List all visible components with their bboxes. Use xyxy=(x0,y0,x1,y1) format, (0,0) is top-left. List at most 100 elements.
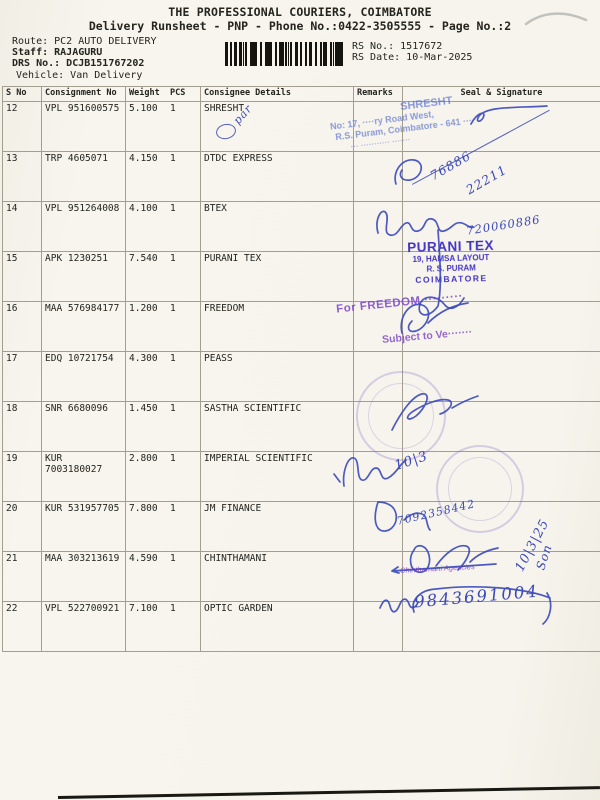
cell-seal-signature xyxy=(402,301,600,352)
cell-weight: 4.300 xyxy=(129,353,158,364)
cell-pcs: 1 xyxy=(170,603,176,614)
runsheet-body: 12 VPL 951600575 5.100 1 SHRESHT 13 TRP 4… xyxy=(2,101,600,652)
table-row: 16 MAA 576984177 1.200 1 FREEDOM xyxy=(2,301,600,352)
cell-consignee: BTEX xyxy=(200,201,354,252)
cell-weight-pcs: 4.590 1 xyxy=(125,551,201,602)
cell-consignment: VPL 951264008 xyxy=(41,201,126,252)
cell-seal-signature xyxy=(402,551,600,602)
cell-remarks xyxy=(353,251,403,302)
cell-consignee: FREEDOM xyxy=(200,301,354,352)
cell-weight: 4.100 xyxy=(129,203,158,214)
cell-consignee: CHINTHAMANI xyxy=(200,551,354,602)
company-title: THE PROFESSIONAL COURIERS, COIMBATORE xyxy=(168,5,432,19)
rs-date-line: RS Date: 10-Mar-2025 xyxy=(352,52,473,63)
drs-no-line: DRS No.: DCJB151767202 xyxy=(12,58,145,69)
cell-sno: 20 xyxy=(2,501,42,552)
cell-pcs: 1 xyxy=(170,453,176,464)
col-header-weight-pcs: Weight PCS xyxy=(125,86,201,102)
table-row: 12 VPL 951600575 5.100 1 SHRESHT xyxy=(2,101,600,152)
cell-consignment: TRP 4605071 xyxy=(41,151,126,202)
cell-weight: 4.150 xyxy=(129,153,158,164)
cell-weight-pcs: 7.100 1 xyxy=(125,601,201,652)
cell-weight-pcs: 7.800 1 xyxy=(125,501,201,552)
cell-sno: 13 xyxy=(2,151,42,202)
cell-sno: 19 xyxy=(2,451,42,502)
col-header-sno: S No xyxy=(2,86,42,102)
cell-weight: 1.200 xyxy=(129,303,158,314)
cell-weight: 5.100 xyxy=(129,103,158,114)
col-header-pcs: PCS xyxy=(170,88,186,98)
col-header-consignee: Consignee Details xyxy=(200,86,354,102)
cell-remarks xyxy=(353,501,403,552)
cell-weight-pcs: 1.200 1 xyxy=(125,301,201,352)
cell-pcs: 1 xyxy=(170,103,176,114)
rs-no-line: RS No.: 1517672 xyxy=(352,41,443,52)
cell-seal-signature xyxy=(402,451,600,502)
table-row: 20 KUR 531957705 7.800 1 JM FINANCE xyxy=(2,501,600,552)
cell-weight: 7.800 xyxy=(129,503,158,514)
cell-sno: 14 xyxy=(2,201,42,252)
cell-consignee: JM FINANCE xyxy=(200,501,354,552)
cell-consignment: MAA 576984177 xyxy=(41,301,126,352)
cell-weight: 7.540 xyxy=(129,253,158,264)
cell-consignee: IMPERIAL SCIENTIFIC xyxy=(200,451,354,502)
cell-remarks xyxy=(353,201,403,252)
cell-consignment: VPL 522700921 xyxy=(41,601,126,652)
cell-consignment: SNR 6680096 xyxy=(41,401,126,452)
cell-seal-signature xyxy=(402,501,600,552)
table-row: 17 EDQ 10721754 4.300 1 PEASS xyxy=(2,351,600,402)
scan-edge-line xyxy=(57,786,600,799)
route-line: Route: PC2 AUTO DELIVERY xyxy=(12,36,157,47)
cell-consignee: OPTIC GARDEN xyxy=(200,601,354,652)
cell-consignment: MAA 303213619 xyxy=(41,551,126,602)
cell-weight-pcs: 7.540 1 xyxy=(125,251,201,302)
cell-remarks xyxy=(353,401,403,452)
table-row: 21 MAA 303213619 4.590 1 CHINTHAMANI xyxy=(2,551,600,602)
cell-pcs: 1 xyxy=(170,253,176,264)
table-row: 15 APK 1230251 7.540 1 PURANI TEX xyxy=(2,251,600,302)
cell-remarks xyxy=(353,601,403,652)
cell-weight: 7.100 xyxy=(129,603,158,614)
table-row: 14 VPL 951264008 4.100 1 BTEX xyxy=(2,201,600,252)
barcode xyxy=(225,42,345,66)
cell-seal-signature xyxy=(402,601,600,652)
cell-remarks xyxy=(353,151,403,202)
cell-pcs: 1 xyxy=(170,303,176,314)
cell-weight: 2.800 xyxy=(129,453,158,464)
cell-seal-signature xyxy=(402,251,600,302)
cell-consignee: SHRESHT xyxy=(200,101,354,152)
col-header-consignment: Consignment No xyxy=(41,86,126,102)
cell-consignment: VPL 951600575 xyxy=(41,101,126,152)
cell-weight-pcs: 4.300 1 xyxy=(125,351,201,402)
scan-artifact-mark xyxy=(524,12,588,26)
cell-weight-pcs: 4.100 1 xyxy=(125,201,201,252)
cell-consignee: PURANI TEX xyxy=(200,251,354,302)
cell-consignment: APK 1230251 xyxy=(41,251,126,302)
table-row: 22 VPL 522700921 7.100 1 OPTIC GARDEN xyxy=(2,601,600,652)
col-header-seal: Seal & Signature xyxy=(402,86,600,102)
cell-pcs: 1 xyxy=(170,353,176,364)
cell-pcs: 1 xyxy=(170,403,176,414)
table-row: 13 TRP 4605071 4.150 1 DTDC EXPRESS xyxy=(2,151,600,202)
cell-seal-signature xyxy=(402,101,600,152)
cell-weight-pcs: 1.450 1 xyxy=(125,401,201,452)
col-header-weight: Weight xyxy=(129,88,160,98)
cell-remarks xyxy=(353,551,403,602)
cell-seal-signature xyxy=(402,351,600,402)
cell-seal-signature xyxy=(402,151,600,202)
cell-sno: 12 xyxy=(2,101,42,152)
cell-remarks xyxy=(353,301,403,352)
cell-weight: 1.450 xyxy=(129,403,158,414)
cell-sno: 16 xyxy=(2,301,42,352)
cell-sno: 15 xyxy=(2,251,42,302)
cell-consignment: KUR 531957705 xyxy=(41,501,126,552)
cell-sno: 17 xyxy=(2,351,42,402)
cell-seal-signature xyxy=(402,401,600,452)
cell-remarks xyxy=(353,451,403,502)
cell-pcs: 1 xyxy=(170,503,176,514)
cell-consignee: SASTHA SCIENTIFIC xyxy=(200,401,354,452)
vehicle-line: Vehicle: Van Delivery xyxy=(16,70,143,81)
cell-pcs: 1 xyxy=(170,553,176,564)
cell-consignee: PEASS xyxy=(200,351,354,402)
cell-seal-signature xyxy=(402,201,600,252)
